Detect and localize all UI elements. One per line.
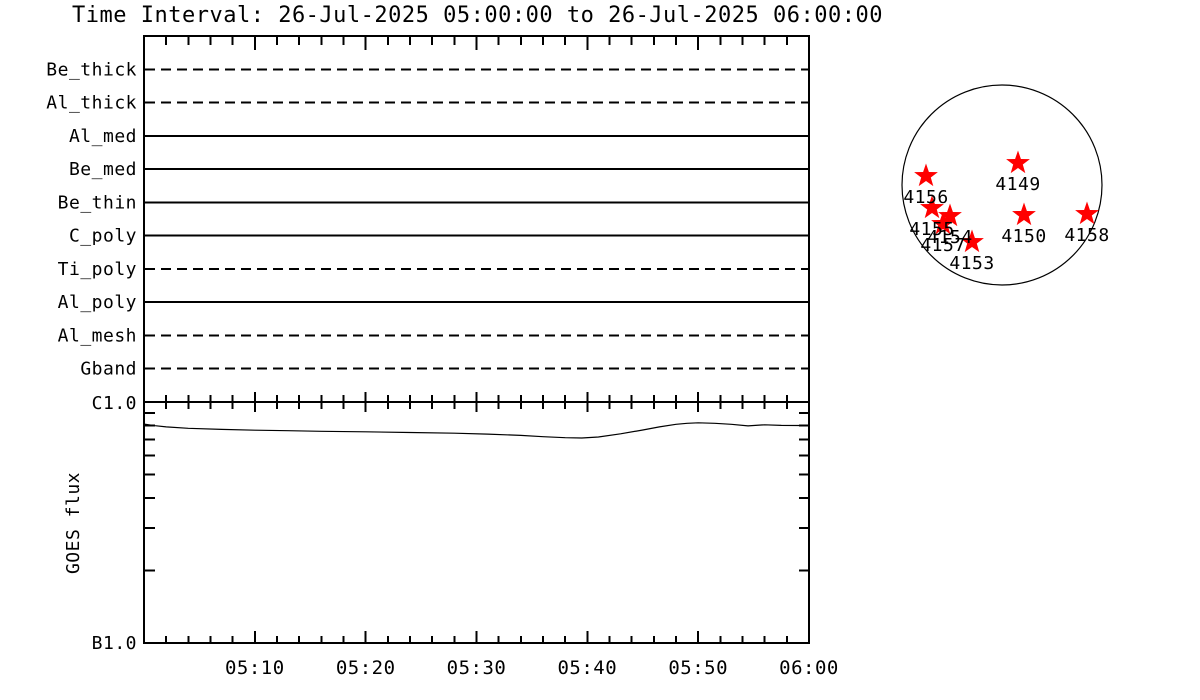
goes-ytop-label: C1.0 bbox=[92, 393, 137, 414]
xtick-label-05:40: 05:40 bbox=[557, 657, 617, 679]
time-ticks bbox=[165, 37, 788, 642]
filter-label-Al_poly: Al_poly bbox=[58, 292, 137, 313]
ar-label-4154: 4154 bbox=[927, 227, 972, 248]
filter-label-Al_mesh: Al_mesh bbox=[58, 325, 137, 346]
xtick-label-05:20: 05:20 bbox=[336, 657, 396, 679]
ar-star-4158 bbox=[1075, 201, 1099, 225]
ar-label-4156: 4156 bbox=[903, 187, 948, 208]
goes-log-ticks bbox=[145, 412, 808, 572]
xtick-label-06:00: 06:00 bbox=[779, 657, 839, 679]
ar-label-4150: 4150 bbox=[1001, 226, 1046, 247]
ar-star-4155 bbox=[920, 195, 944, 219]
filter-label-Gband: Gband bbox=[80, 359, 137, 380]
ar-star-4153 bbox=[960, 229, 984, 253]
filter-label-Al_thick: Al_thick bbox=[46, 93, 137, 114]
solar-disk bbox=[901, 84, 1103, 286]
ar-label-4153: 4153 bbox=[949, 253, 994, 274]
plot-title: Time Interval: 26-Jul-2025 05:00:00 to 2… bbox=[72, 3, 883, 28]
ar-star-4157 bbox=[931, 211, 955, 235]
xtick-label-05:10: 05:10 bbox=[225, 657, 285, 679]
xtick-label-05:50: 05:50 bbox=[668, 657, 728, 679]
filter-label-Be_med: Be_med bbox=[69, 159, 137, 180]
time-axis-labels: 05:10 05:20 05:30 05:40 05:50 06:00 bbox=[225, 657, 839, 679]
filter-panel-frame bbox=[143, 35, 810, 403]
xtick-label-05:30: 05:30 bbox=[447, 657, 507, 679]
ar-label-4157: 4157 bbox=[920, 235, 965, 256]
ar-label-4149: 4149 bbox=[995, 174, 1040, 195]
ar-label-4155: 4155 bbox=[909, 219, 954, 240]
filter-label-Be_thick: Be_thick bbox=[46, 59, 137, 80]
active-region-stars bbox=[914, 150, 1099, 253]
goes-flux-curve bbox=[143, 422, 810, 439]
filter-label-C_poly: C_poly bbox=[69, 226, 137, 247]
goes-panel-frame bbox=[143, 401, 810, 644]
filter-label-Be_thin: Be_thin bbox=[58, 192, 137, 213]
filter-timeline: Be_thick Al_thick Al_med Be_med Be_thin C_pol… bbox=[46, 59, 808, 380]
goes-yaxis-title: GOES flux bbox=[63, 472, 84, 574]
ar-star-4149 bbox=[1006, 150, 1030, 174]
filter-label-Ti_poly: Ti_poly bbox=[58, 259, 137, 280]
ar-label-4158: 4158 bbox=[1064, 225, 1109, 246]
filter-label-Al_med: Al_med bbox=[69, 126, 137, 147]
goes-ybottom-label: B1.0 bbox=[92, 633, 137, 654]
ar-star-4156 bbox=[914, 163, 938, 187]
ar-star-4154 bbox=[938, 203, 962, 227]
ar-star-4150 bbox=[1012, 202, 1036, 226]
